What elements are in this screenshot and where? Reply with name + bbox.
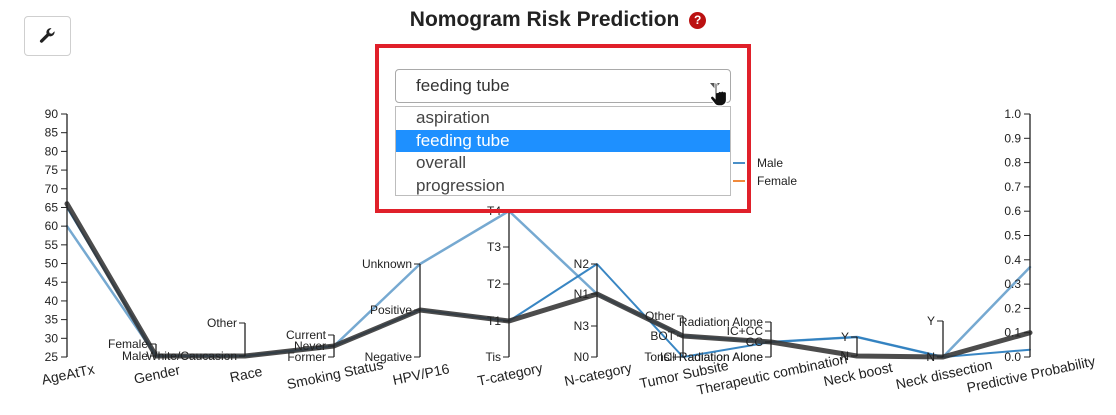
tick-label-former: Former [287,350,326,364]
tick-label-tis: Tis [485,350,501,364]
dropdown-option-progression[interactable]: progression [416,175,505,195]
tick-label-n: N [926,350,935,364]
tick-label-y: Y [841,330,849,344]
tick-label: 70 [45,182,59,196]
tick-label: 0.6 [1004,204,1021,218]
dropdown-option-feeding-tube[interactable]: feeding tube [396,129,730,152]
tick-label-ic-cc: IC+CC [727,324,764,338]
hand-cursor-icon [709,81,728,107]
series-line-3 [64,201,1033,360]
tick-label: 0.4 [1004,253,1021,267]
outcome-dropdown-list: aspiration feeding tube overall progress… [395,106,731,196]
tick-label: 90 [45,107,59,121]
tick-label: 30 [45,331,59,345]
tick-label-radiation-alone: Radiation Alone [679,315,763,329]
axis-title-hpv-p16: HPV/P16 [391,360,451,388]
tick-label-y: Y [927,314,935,328]
tick-label-n3: N3 [574,319,590,333]
tick-label-positive: Positive [370,303,412,317]
dropdown-option-overall[interactable]: overall [416,153,467,172]
tick-label: 0.1 [1004,326,1021,340]
wrench-icon [39,28,55,43]
chart-title: Nomogram Risk Prediction [409,8,680,31]
axis-hpv-p16: Negative Positive Unknown HPV/P16 [362,257,451,388]
tick-label-n: N [840,349,849,363]
tick-label-other: Other [207,316,237,330]
axis-title-race: Race [228,363,264,385]
outcome-select[interactable]: feeding tube [395,69,731,103]
tick-label: 40 [45,294,59,308]
legend-item-male: Male [733,156,783,170]
tick-label: 45 [45,275,59,289]
tick-label-other: Other [645,309,675,323]
tick-label-negative: Negative [365,350,413,364]
legend-label: Male [757,156,783,170]
series-line-2 [66,206,1031,358]
dropdown-option-aspiration[interactable]: aspiration [416,108,490,127]
tick-label-t4: T4 [487,204,501,218]
tick-label-ic-radiation-alone: IC+Radiation Alone [660,350,763,364]
tick-label-white-caucasion: White/Caucasion [146,349,237,363]
tick-label: 50 [45,257,59,271]
tick-label-cc: CC [746,335,764,349]
tick-label: 60 [45,219,59,233]
legend-item-female: Female [733,174,797,188]
tick-label-t2: T2 [487,277,501,291]
tick-label-current: Current [286,328,327,342]
tick-label-unknown: Unknown [362,257,412,271]
series-line-1 [65,209,1032,359]
tick-label-male: Male [122,349,148,363]
tick-label: 80 [45,144,59,158]
axis-ageattx: 25 30 35 40 45 50 55 60 65 70 75 80 85 90 AgeAtTx [40,107,96,388]
tick-label: 25 [45,350,59,364]
tick-label: 0.7 [1004,180,1021,194]
tick-label-female: Female [108,337,148,351]
tick-label: 0.5 [1004,229,1021,243]
tick-label-radiation-alone: Radiation Alone [679,350,763,364]
legend: Male Female [733,156,797,188]
tick-label: 0.2 [1004,301,1021,315]
tick-label-t1: T1 [487,314,501,328]
chart-title-row: Nomogram Risk Prediction ? [0,8,1116,32]
tick-label-tonsil: Tonsil [644,350,675,364]
tick-label: 85 [45,126,59,140]
outcome-select-value: feeding tube [416,76,510,95]
tick-label-t3: T3 [487,240,501,254]
tick-label-n1: N1 [574,287,590,301]
tick-label: 0.3 [1004,277,1021,291]
tick-label-bot: BOT [650,329,675,343]
tick-label: 0.9 [1004,131,1021,145]
series-layer [64,201,1033,360]
tick-label: 1.0 [1004,107,1021,121]
tick-label: 75 [45,163,59,177]
axis-predictive-probability: 0.00.10.20.30.40.50.60.70.80.91.0Predict… [965,107,1096,396]
tick-label: 0.8 [1004,156,1021,170]
axis-race: White/Caucasion Other Race [146,316,264,385]
tick-label-never: Never [294,339,326,353]
tick-label: 0.0 [1004,350,1021,364]
settings-button[interactable] [24,16,71,56]
axis-title-ageattx: AgeAtTx [40,361,96,388]
tick-label: 65 [45,200,59,214]
tick-label: 55 [45,238,59,252]
tick-label-n2: N2 [574,257,590,271]
question-circle-icon[interactable]: ? [689,12,707,29]
axis-title-gender: Gender [132,361,181,386]
legend-label: Female [757,174,797,188]
tick-label: 35 [45,313,59,327]
tick-label-n0: N0 [574,350,590,364]
